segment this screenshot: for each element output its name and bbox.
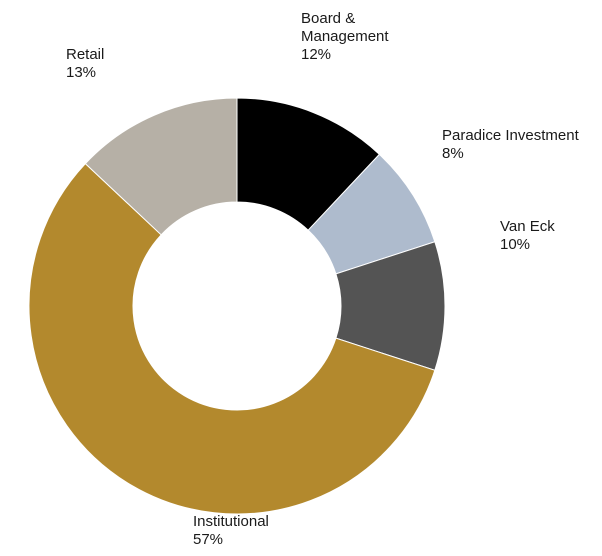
data-label-institutional: Institutional 57%	[193, 513, 269, 548]
slice-name: Van Eck	[500, 218, 555, 235]
slice-percent: 57%	[193, 531, 223, 548]
slice-institutional	[28, 162, 436, 515]
slice-percent: 8%	[442, 145, 464, 162]
slice-percent: 12%	[301, 46, 331, 63]
slice-retail	[84, 97, 238, 236]
data-label-van-eck: Van Eck 10%	[500, 218, 555, 253]
slice-labels: Board & Management 12% Paradice Investment 8…	[66, 10, 580, 548]
slice-percent: 10%	[500, 236, 530, 253]
data-label-board-management: Board & Management 12%	[301, 10, 389, 63]
slice-name: Board &	[301, 10, 355, 27]
slice-name: Paradice Investment	[442, 127, 580, 144]
slice-name: Retail	[66, 46, 104, 63]
slice-percent: 13%	[66, 64, 96, 81]
slice-name: Institutional	[193, 513, 269, 530]
data-label-paradice-investment: Paradice Investment 8%	[442, 127, 580, 162]
data-label-retail: Retail 13%	[66, 46, 104, 81]
donut-slices	[28, 97, 446, 515]
slice-name: Management	[301, 28, 389, 45]
